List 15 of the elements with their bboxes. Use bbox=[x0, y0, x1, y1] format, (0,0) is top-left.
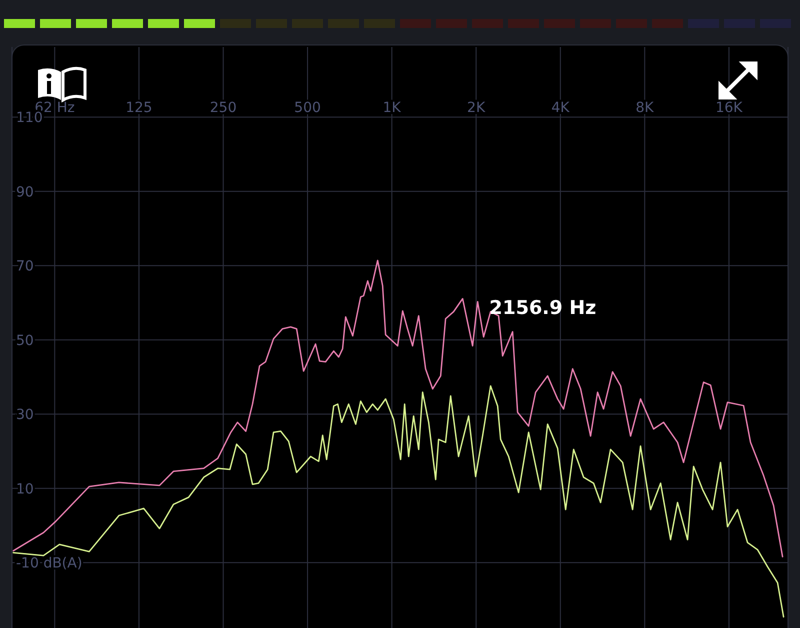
x-tick-label: 4K bbox=[551, 100, 570, 116]
annotation: 2156.9 Hz bbox=[489, 296, 596, 319]
x-tick-label: 500 bbox=[294, 100, 321, 116]
x-tick-label: 125 bbox=[126, 100, 152, 116]
y-tick-label: 70 bbox=[16, 258, 34, 275]
y-tick-label: 90 bbox=[16, 184, 34, 200]
x-tick-label: 1K bbox=[382, 100, 402, 116]
y-tick-label: -10 dB(A) bbox=[16, 556, 82, 572]
y-tick-label: 50 bbox=[16, 332, 34, 349]
x-tick-label: 2K bbox=[467, 100, 486, 116]
x-tick-label: 8K bbox=[636, 100, 655, 116]
y-tick-label: 10 bbox=[16, 481, 34, 498]
x-tick-label: 250 bbox=[210, 100, 237, 116]
x-tick-label: 16K bbox=[715, 100, 744, 116]
y-tick-label: 30 bbox=[16, 407, 34, 424]
